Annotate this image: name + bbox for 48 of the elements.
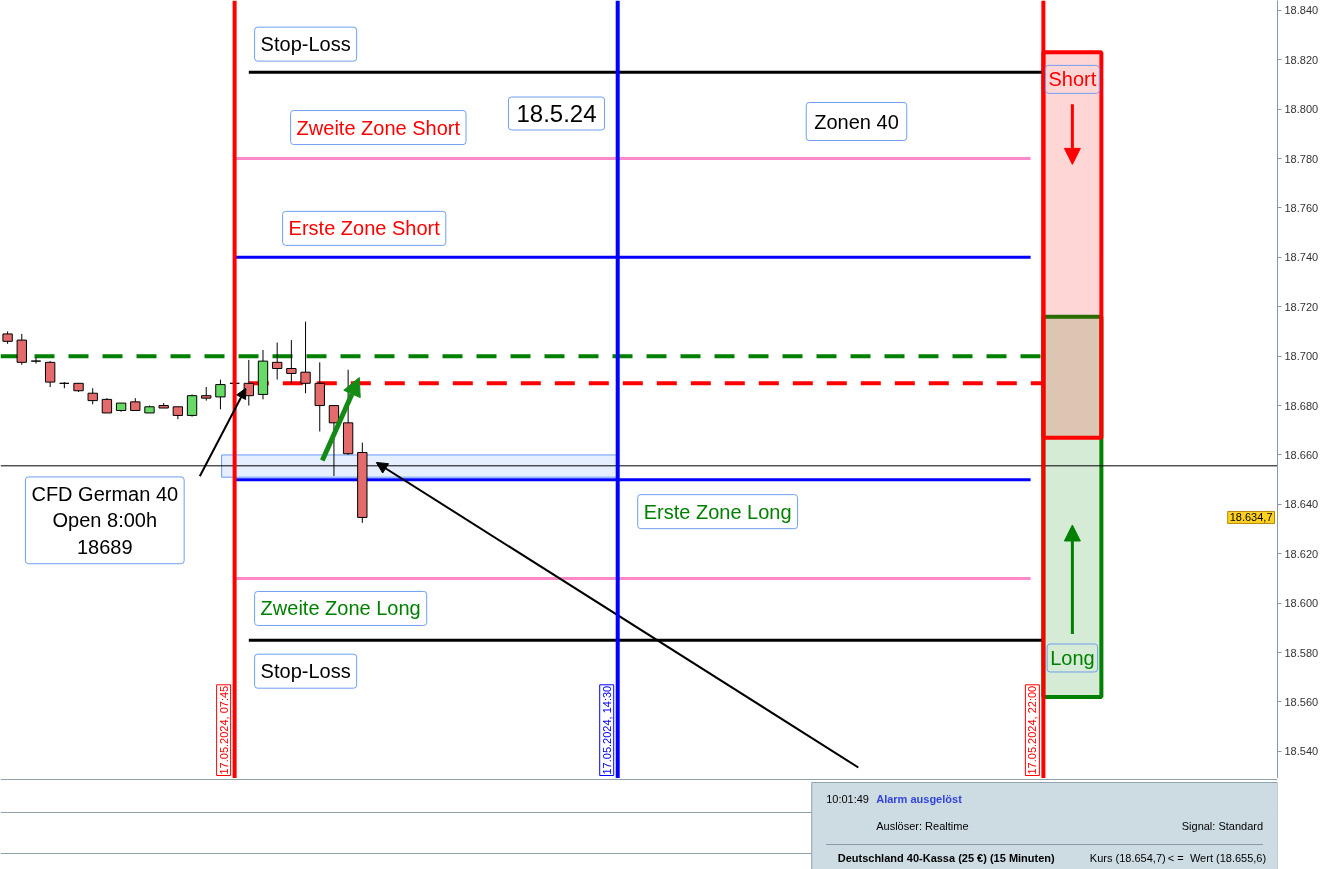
text: Auslöser: Realtime (876, 819, 969, 832)
y-tick-label: 18.740 (1284, 251, 1319, 264)
ref-line-label: Stop-Loss (260, 33, 351, 56)
y-tick-label: 18.640 (1284, 498, 1319, 511)
text: 10:01:49 (826, 792, 869, 805)
y-tick-label: 18.580 (1284, 646, 1319, 659)
y-tick-label: 18.660 (1284, 448, 1319, 461)
ref-line-label: Zweite Zone Short (296, 116, 461, 139)
annotation: 17.05.2024, 14:30 (600, 685, 613, 775)
ref-line-label: Erste Zone Short (288, 217, 441, 240)
y-tick-label: 18.780 (1284, 152, 1319, 165)
y-tick-label: 18.800 (1284, 103, 1319, 116)
text: Kurs (18.654,7) (1089, 851, 1166, 864)
band-label: Short (1048, 68, 1097, 91)
y-tick-label: 18.840 (1284, 4, 1319, 17)
annotation: 17.05.2024, 22:00 (1026, 685, 1039, 775)
y-tick-label: 18.620 (1284, 547, 1319, 560)
text: < = (1167, 851, 1184, 864)
y-tick-label: 18.600 (1284, 597, 1319, 610)
text: Deutschland 40-Kassa (25 €) (15 Minuten) (837, 851, 1056, 864)
candlestick (286, 339, 297, 384)
candlestick (314, 361, 325, 432)
annotation: 18.5.24 (516, 100, 597, 127)
ref-line-label: Erste Zone Long (643, 500, 792, 523)
annotation: CFD German 40 Open 8:00h 18689 (31, 482, 179, 558)
annotation: Zonen 40 (814, 110, 899, 133)
annotation: 18.634,7 (1229, 511, 1273, 524)
ref-line-label: Stop-Loss (260, 660, 351, 683)
candlestick (272, 342, 283, 381)
candlestick (186, 393, 198, 418)
y-tick-label: 18.720 (1284, 300, 1319, 313)
text: Alarm ausgelöst (876, 792, 963, 805)
y-tick-label: 18.540 (1284, 745, 1319, 758)
y-tick-label: 18.760 (1284, 201, 1319, 214)
text: Signal: Standard (1181, 819, 1264, 832)
annotation: 17.05.2024, 07:45 (217, 685, 230, 775)
y-tick-label: 18.700 (1284, 350, 1319, 363)
candlestick (300, 321, 311, 394)
candlestick (215, 379, 226, 410)
candlestick (44, 360, 56, 388)
band-label: Long (1050, 647, 1095, 669)
y-tick-label: 18.680 (1284, 399, 1319, 412)
y-tick-label: 18.820 (1284, 53, 1319, 66)
y-tick-label: 18.560 (1284, 695, 1319, 708)
candlestick (30, 356, 42, 365)
candlestick (16, 333, 27, 366)
ref-line-label: Zweite Zone Long (260, 597, 421, 620)
text: Wert (18.655,6) (1189, 851, 1267, 864)
